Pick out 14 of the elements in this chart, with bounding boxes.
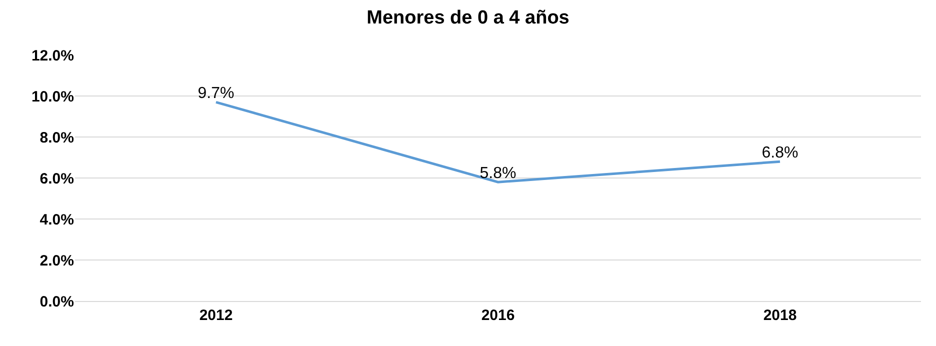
x-tick-label: 2012 xyxy=(199,307,233,324)
y-tick-label: 8.0% xyxy=(40,129,74,146)
data-label: 6.8% xyxy=(762,144,798,162)
x-tick-label: 2018 xyxy=(763,307,797,324)
y-tick-label: 10.0% xyxy=(31,88,74,106)
x-tick-label: 2016 xyxy=(481,307,515,324)
y-tick-label: 12.0% xyxy=(31,47,74,64)
y-tick-label: 2.0% xyxy=(40,252,74,270)
data-label: 9.7% xyxy=(198,85,234,102)
data-label: 5.8% xyxy=(480,165,516,182)
chart-title: Menores de 0 a 4 años xyxy=(366,8,570,29)
y-tick-label: 0.0% xyxy=(40,293,74,310)
y-tick-label: 4.0% xyxy=(40,211,74,228)
y-tick-label: 6.0% xyxy=(40,170,74,188)
